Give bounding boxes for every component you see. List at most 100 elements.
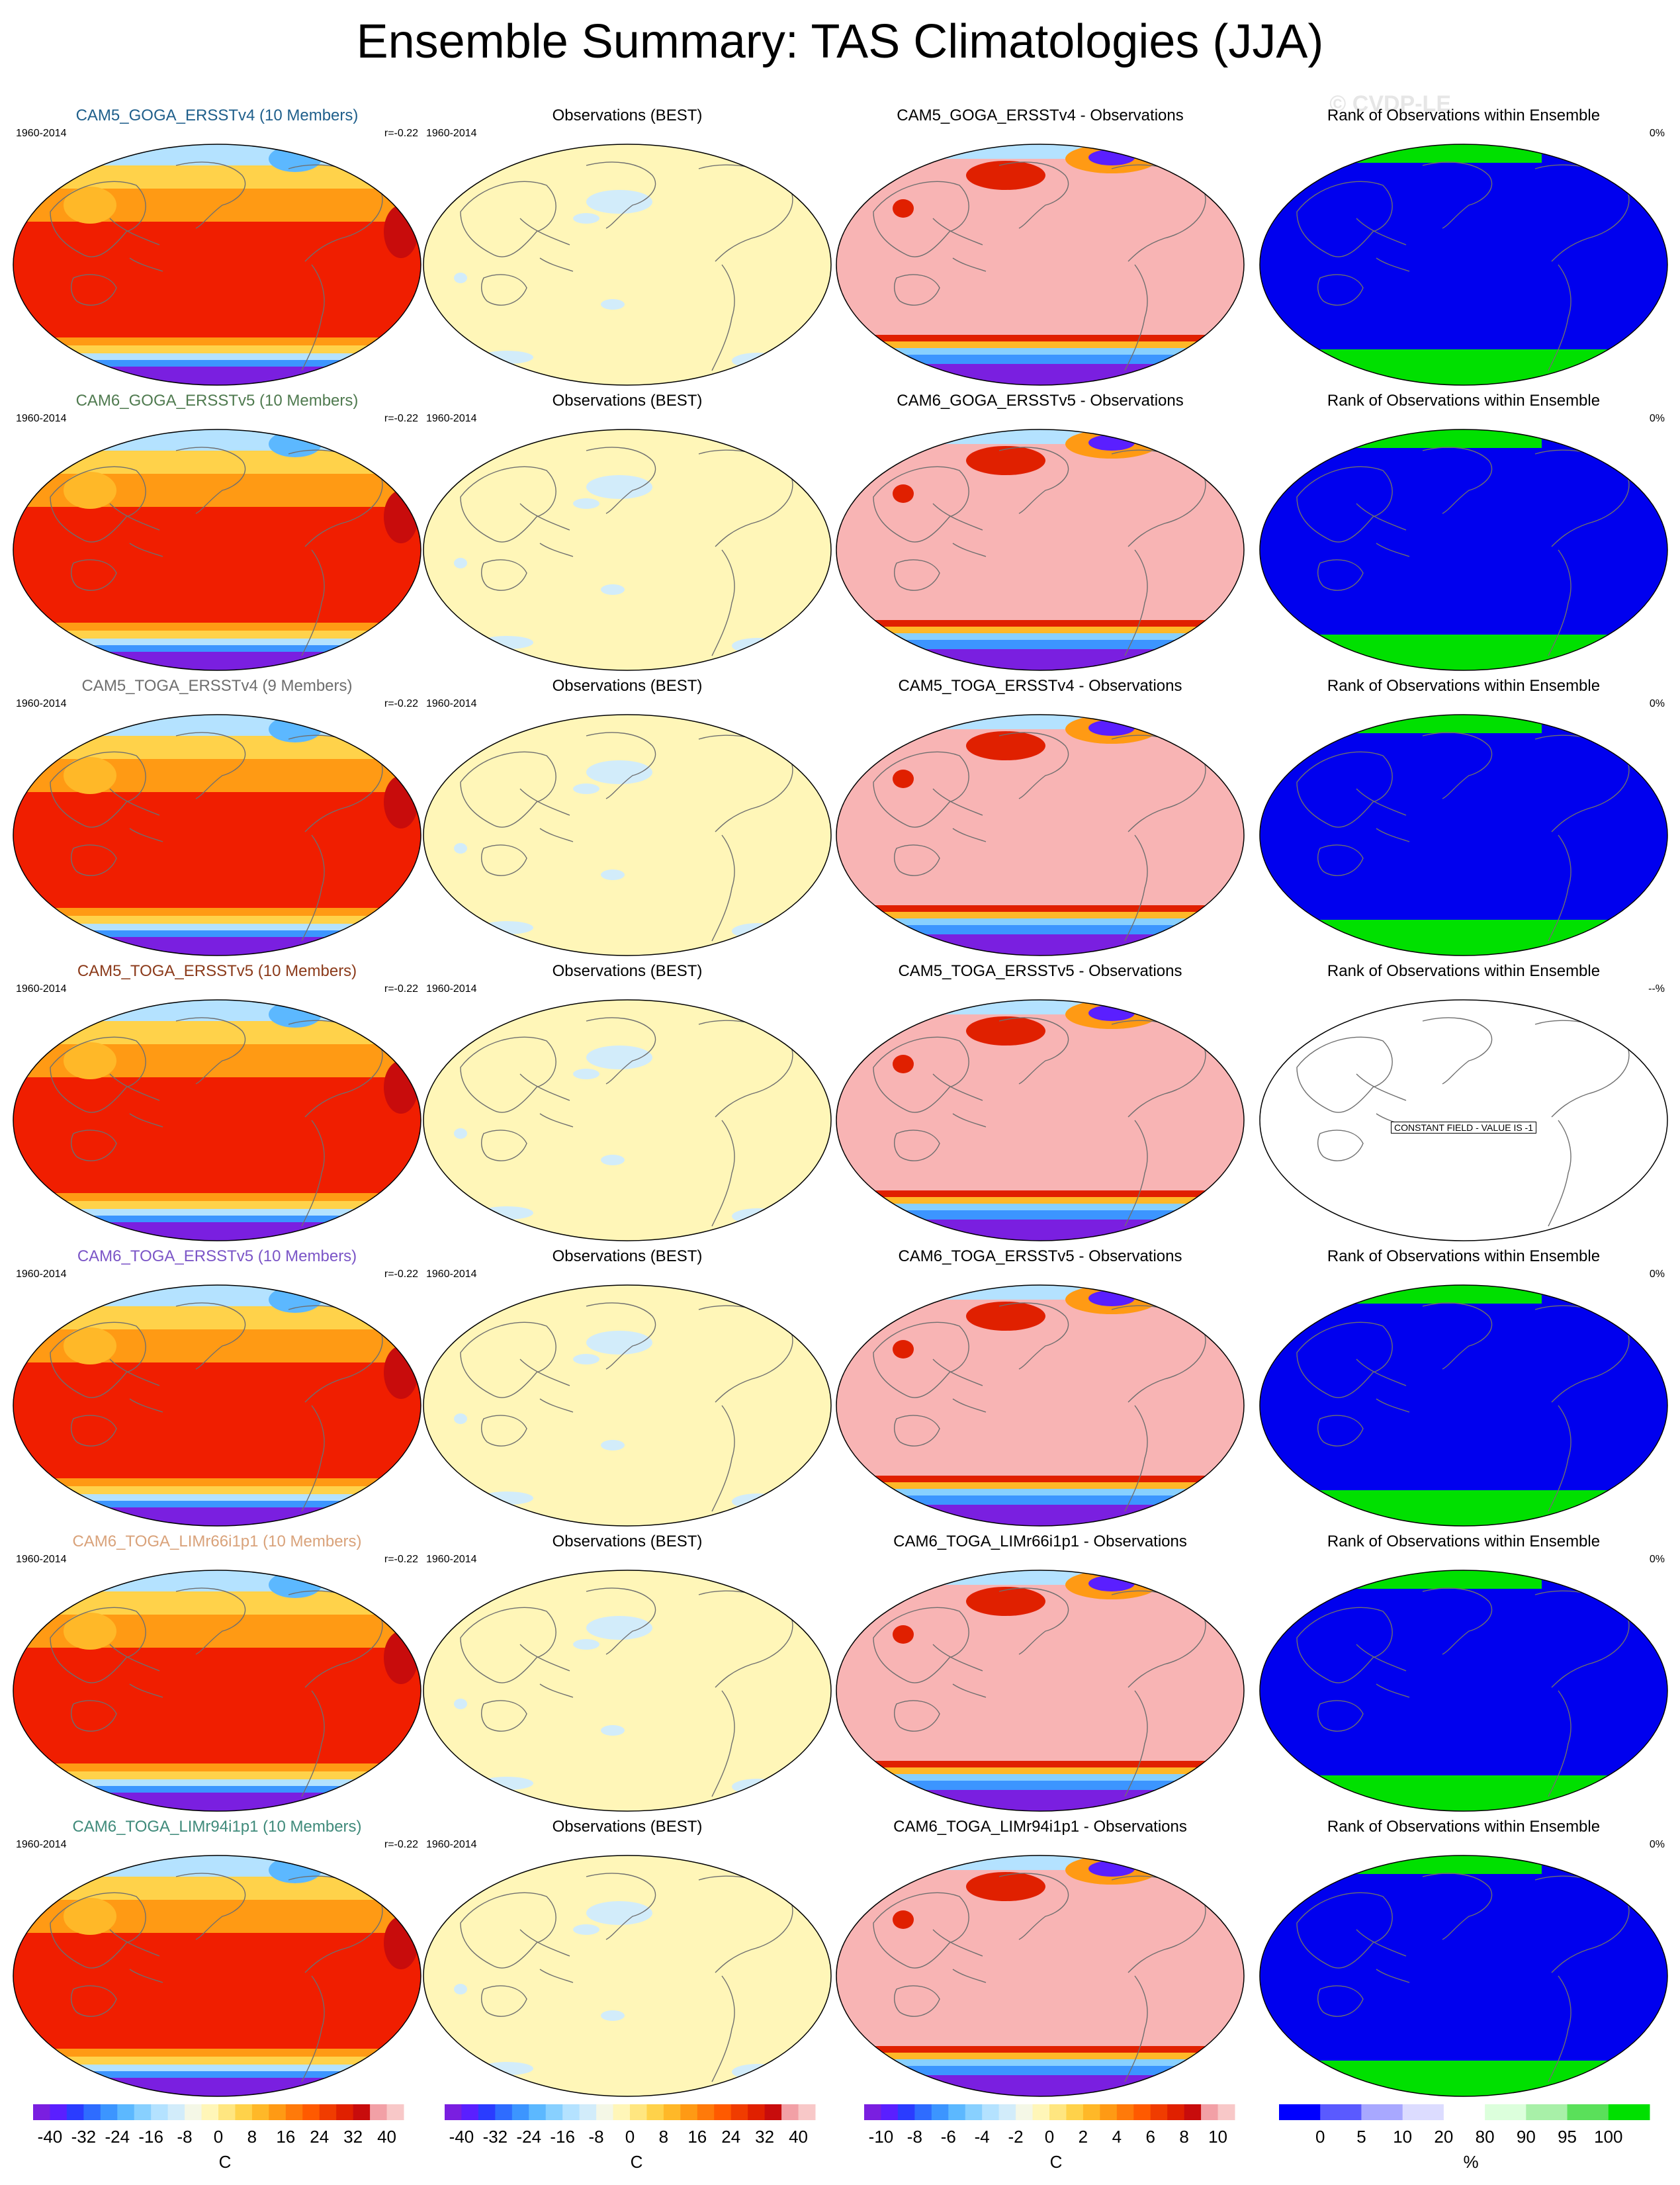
obs-map — [421, 424, 834, 679]
colorbar-tick-label: 10 — [1393, 2127, 1412, 2147]
model-panel: CAM5_TOGA_ERSSTv4 (9 Members) 1960-2014 r=… — [11, 676, 423, 962]
period-label: 1960-2014 — [16, 1839, 67, 1850]
obs-panel-title: Observations (BEST) — [552, 1818, 703, 1836]
colorbar-swatch — [1526, 2104, 1568, 2120]
colorbar-swatch — [562, 2104, 580, 2120]
colorbar-swatch — [897, 2104, 915, 2120]
colorbar-tick-label: -8 — [177, 2127, 193, 2147]
colorbar-tick-label: -24 — [516, 2127, 541, 2147]
colorbar-swatch — [1184, 2104, 1202, 2120]
diff-map — [834, 1850, 1247, 2105]
model-panel: CAM5_TOGA_ERSSTv5 (10 Members) 1960-2014 r… — [11, 961, 423, 1247]
colorbar-swatch — [1133, 2104, 1151, 2120]
colorbar-tick-label: -32 — [71, 2127, 97, 2147]
colorbar-tick-label: -8 — [589, 2127, 604, 2147]
colorbar-tick-label: 40 — [377, 2127, 396, 2147]
colorbar-tick-label: 32 — [343, 2127, 363, 2147]
colorbar-swatch — [50, 2104, 67, 2120]
colorbar-swatch — [998, 2104, 1016, 2120]
period-label: 1960-2014 — [426, 128, 477, 139]
rank-percent-label: 0% — [1649, 413, 1665, 424]
model-panel-title: CAM5_TOGA_ERSSTv4 (9 Members) — [81, 677, 353, 695]
period-label: 1960-2014 — [16, 698, 67, 709]
diff-panel: CAM6_TOGA_LIMr66i1p1 - Observations — [834, 1532, 1247, 1818]
rank-percent-label: --% — [1648, 983, 1665, 995]
colorbar-swatch — [730, 2104, 748, 2120]
colorbar-tick-label: 8 — [1179, 2127, 1188, 2147]
colorbar-tick-label: 0 — [214, 2127, 223, 2147]
rank-map — [1257, 995, 1670, 1249]
colorbar-tick-label: 6 — [1145, 2127, 1155, 2147]
colorbar-swatch — [596, 2104, 614, 2120]
colorbar-tick-label: 10 — [1208, 2127, 1227, 2147]
obs-panel: Observations (BEST) 1960-2014 — [421, 961, 834, 1247]
rank-percent-label: 0% — [1649, 1269, 1665, 1280]
colorbar-tick-label: -16 — [138, 2127, 163, 2147]
model-panel-title: CAM6_TOGA_ERSSTv5 (10 Members) — [77, 1247, 357, 1265]
diff-panel: CAM5_GOGA_ERSSTv4 - Observations — [834, 106, 1247, 392]
model-map — [11, 995, 423, 1249]
colorbar-swatch — [495, 2104, 513, 2120]
colorbar-tick-label: 0 — [1315, 2127, 1325, 2147]
colorbar-swatch — [748, 2104, 766, 2120]
model-map — [11, 139, 423, 394]
diff-map — [834, 139, 1247, 394]
colorbar-swatch — [982, 2104, 1000, 2120]
rank-map — [1257, 1280, 1670, 1535]
rank-panel-title: Rank of Observations within Ensemble — [1327, 392, 1601, 410]
rank-panel: Rank of Observations within Ensemble 0% — [1257, 391, 1670, 677]
rank-map — [1257, 424, 1670, 679]
colorbar-tick-label: 0 — [1045, 2127, 1054, 2147]
colorbar-tick-label: 24 — [310, 2127, 329, 2147]
period-label: 1960-2014 — [16, 983, 67, 995]
colorbar-swatch — [1279, 2104, 1321, 2120]
period-label: 1960-2014 — [16, 1554, 67, 1565]
colorbar-swatch — [319, 2104, 337, 2120]
model-panel: CAM6_TOGA_ERSSTv5 (10 Members) 1960-2014 r… — [11, 1247, 423, 1533]
colorbar-tick-label: -8 — [907, 2127, 922, 2147]
colorbar-swatch — [931, 2104, 949, 2120]
colorbar-tick-label: 32 — [755, 2127, 774, 2147]
colorbar-swatch — [185, 2104, 202, 2120]
watermark: © CVDP-LE — [1329, 91, 1451, 116]
colorbar-swatch — [1567, 2104, 1609, 2120]
obs-panel-title: Observations (BEST) — [552, 107, 703, 124]
diff-map — [834, 709, 1247, 964]
colorbar-tick-label: 2 — [1079, 2127, 1088, 2147]
period-label: 1960-2014 — [16, 1269, 67, 1280]
colorbar-swatch — [511, 2104, 529, 2120]
rank-panel: Rank of Observations within Ensemble --% C… — [1257, 961, 1670, 1247]
rank-percent-label: 0% — [1649, 698, 1665, 709]
colorbar-swatch — [201, 2104, 219, 2120]
colorbar-tick-label: 8 — [659, 2127, 668, 2147]
colorbar-swatch — [1361, 2104, 1403, 2120]
colorbar-swatch — [1083, 2104, 1100, 2120]
period-label: 1960-2014 — [426, 1839, 477, 1850]
colorbar-tick-label: 0 — [625, 2127, 635, 2147]
rank-percent-label: 0% — [1649, 1839, 1665, 1850]
obs-panel: Observations (BEST) 1960-2014 — [421, 391, 834, 677]
colorbar-tick-label: 16 — [687, 2127, 707, 2147]
colorbar-tick-label: 24 — [721, 2127, 740, 2147]
diff-panel-title: CAM6_GOGA_ERSSTv5 - Observations — [897, 392, 1184, 410]
correlation-label: r=-0.22 — [384, 698, 418, 709]
obs-panel: Observations (BEST) 1960-2014 — [421, 106, 834, 392]
diff-map — [834, 424, 1247, 679]
colorbar-swatch — [151, 2104, 169, 2120]
colorbar-swatch — [630, 2104, 647, 2120]
colorbar-swatch — [646, 2104, 664, 2120]
rank-percent-label: 0% — [1649, 128, 1665, 139]
colorbar-swatch — [613, 2104, 631, 2120]
colorbar-swatch — [781, 2104, 799, 2120]
obs-panel-title: Observations (BEST) — [552, 677, 703, 695]
colorbar-swatch — [1116, 2104, 1134, 2120]
colorbar-swatch — [881, 2104, 899, 2120]
colorbar-swatch — [353, 2104, 371, 2120]
colorbar-swatch — [914, 2104, 932, 2120]
period-label: 1960-2014 — [426, 698, 477, 709]
model-panel-title: CAM5_TOGA_ERSSTv5 (10 Members) — [77, 962, 357, 980]
colorbar-swatch — [134, 2104, 152, 2120]
colorbar-swatch — [965, 2104, 983, 2120]
colorbar-tick-label: 100 — [1594, 2127, 1622, 2147]
rank-percent-label: 0% — [1649, 1554, 1665, 1565]
